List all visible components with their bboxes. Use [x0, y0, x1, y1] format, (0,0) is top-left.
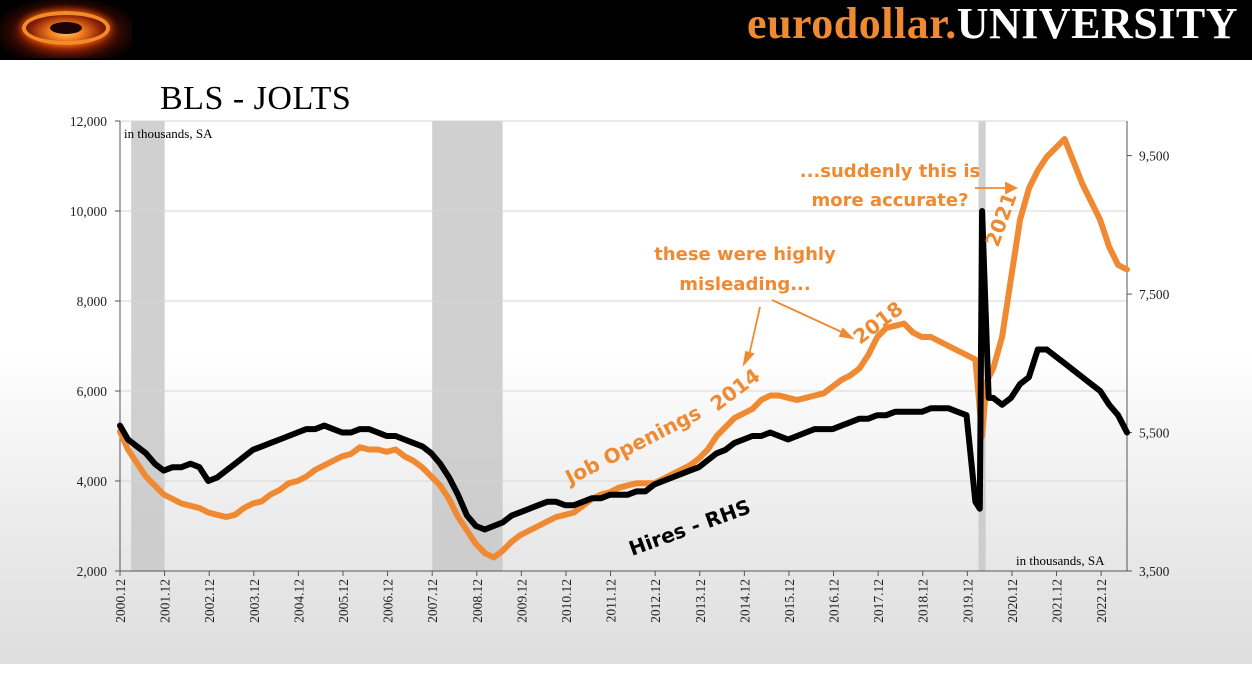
unit-label-right: in thousands, SA — [1016, 553, 1105, 568]
y-left-label-1: 10,000 — [70, 204, 107, 219]
arrow-head-2018 — [838, 327, 855, 340]
x-label-8: 2008.12 — [470, 579, 485, 623]
x-label-11: 2011.12 — [604, 579, 619, 622]
footer-band — [0, 664, 1252, 682]
x-label-15: 2015.12 — [782, 579, 797, 623]
recession-band-1 — [432, 121, 503, 571]
brand-part2: UNIVERSITY — [956, 0, 1238, 48]
x-label-12: 2012.12 — [648, 579, 663, 623]
y-left-label-0: 12,000 — [70, 114, 107, 129]
y-right-label-2: 5,500 — [1139, 426, 1170, 441]
arrow-head-2014 — [742, 350, 755, 367]
y-left-label-2: 8,000 — [77, 294, 108, 309]
x-label-2: 2002.12 — [202, 579, 217, 623]
y-right-label-0: 9,500 — [1139, 149, 1170, 164]
x-label-7: 2007.12 — [425, 579, 440, 623]
y-left-label-4: 4,000 — [77, 474, 108, 489]
chart-title: BLS - JOLTS — [160, 80, 352, 117]
x-label-17: 2017.12 — [871, 579, 886, 623]
series-lines — [117, 136, 1130, 561]
brand-wordmark: eurodollar.UNIVERSITY — [747, 0, 1238, 48]
x-label-14: 2014.12 — [737, 579, 752, 623]
y-right-label-3: 3,500 — [1139, 564, 1170, 579]
x-label-21: 2021.12 — [1050, 579, 1065, 623]
black-hole-logo-icon — [0, 0, 132, 58]
x-label-5: 2005.12 — [336, 579, 351, 623]
y-axis-right-labels: 9,500 7,500 5,500 3,500 — [1139, 149, 1170, 579]
x-label-10: 2010.12 — [559, 579, 574, 623]
y-left-label-5: 2,000 — [77, 564, 108, 579]
x-label-9: 2009.12 — [514, 579, 529, 623]
series-line-hires-rhs — [117, 208, 1130, 533]
x-label-19: 2019.12 — [960, 579, 975, 623]
x-label-4: 2004.12 — [291, 579, 306, 623]
x-label-13: 2013.12 — [693, 579, 708, 623]
brand-part1: eurodollar. — [747, 0, 957, 48]
header-bar: eurodollar.UNIVERSITY — [0, 0, 1252, 60]
x-axis-labels: 2000.12 2001.12 2002.12 2003.12 2004.12 2005.… — [113, 579, 1109, 623]
annotation-accurate-line1: ...suddenly this is — [800, 161, 980, 182]
axes — [115, 120, 1132, 576]
x-label-0: 2000.12 — [113, 579, 128, 623]
annotation-misleading-line1: these were highly — [654, 244, 836, 265]
y-axis-left-labels: 12,000 10,000 8,000 6,000 4,000 2,000 — [70, 114, 107, 579]
x-label-22: 2022.12 — [1094, 579, 1109, 623]
arrow-head-2021 — [1005, 181, 1019, 195]
series-label-job-openings: Job Openings — [560, 400, 705, 490]
x-label-18: 2018.12 — [916, 579, 931, 623]
x-label-1: 2001.12 — [158, 579, 173, 623]
y-left-label-3: 6,000 — [77, 384, 108, 399]
annotation-accurate-line2: more accurate? — [811, 190, 968, 211]
unit-label-left: in thousands, SA — [124, 126, 213, 141]
x-label-16: 2016.12 — [827, 579, 842, 623]
recession-band-0 — [131, 121, 165, 571]
y-right-label-1: 7,500 — [1139, 287, 1170, 302]
arrow-to-2014 — [747, 306, 761, 361]
annotation-arrows — [742, 181, 1019, 367]
series-line-job-openings — [117, 136, 1130, 561]
arrow-to-2018 — [771, 299, 847, 335]
x-label-20: 2020.12 — [1005, 579, 1020, 623]
annotation-misleading-line2: misleading... — [679, 274, 810, 295]
x-label-6: 2006.12 — [381, 579, 396, 623]
x-label-3: 2003.12 — [247, 579, 262, 623]
series-label-hires: Hires - RHS — [626, 494, 754, 560]
